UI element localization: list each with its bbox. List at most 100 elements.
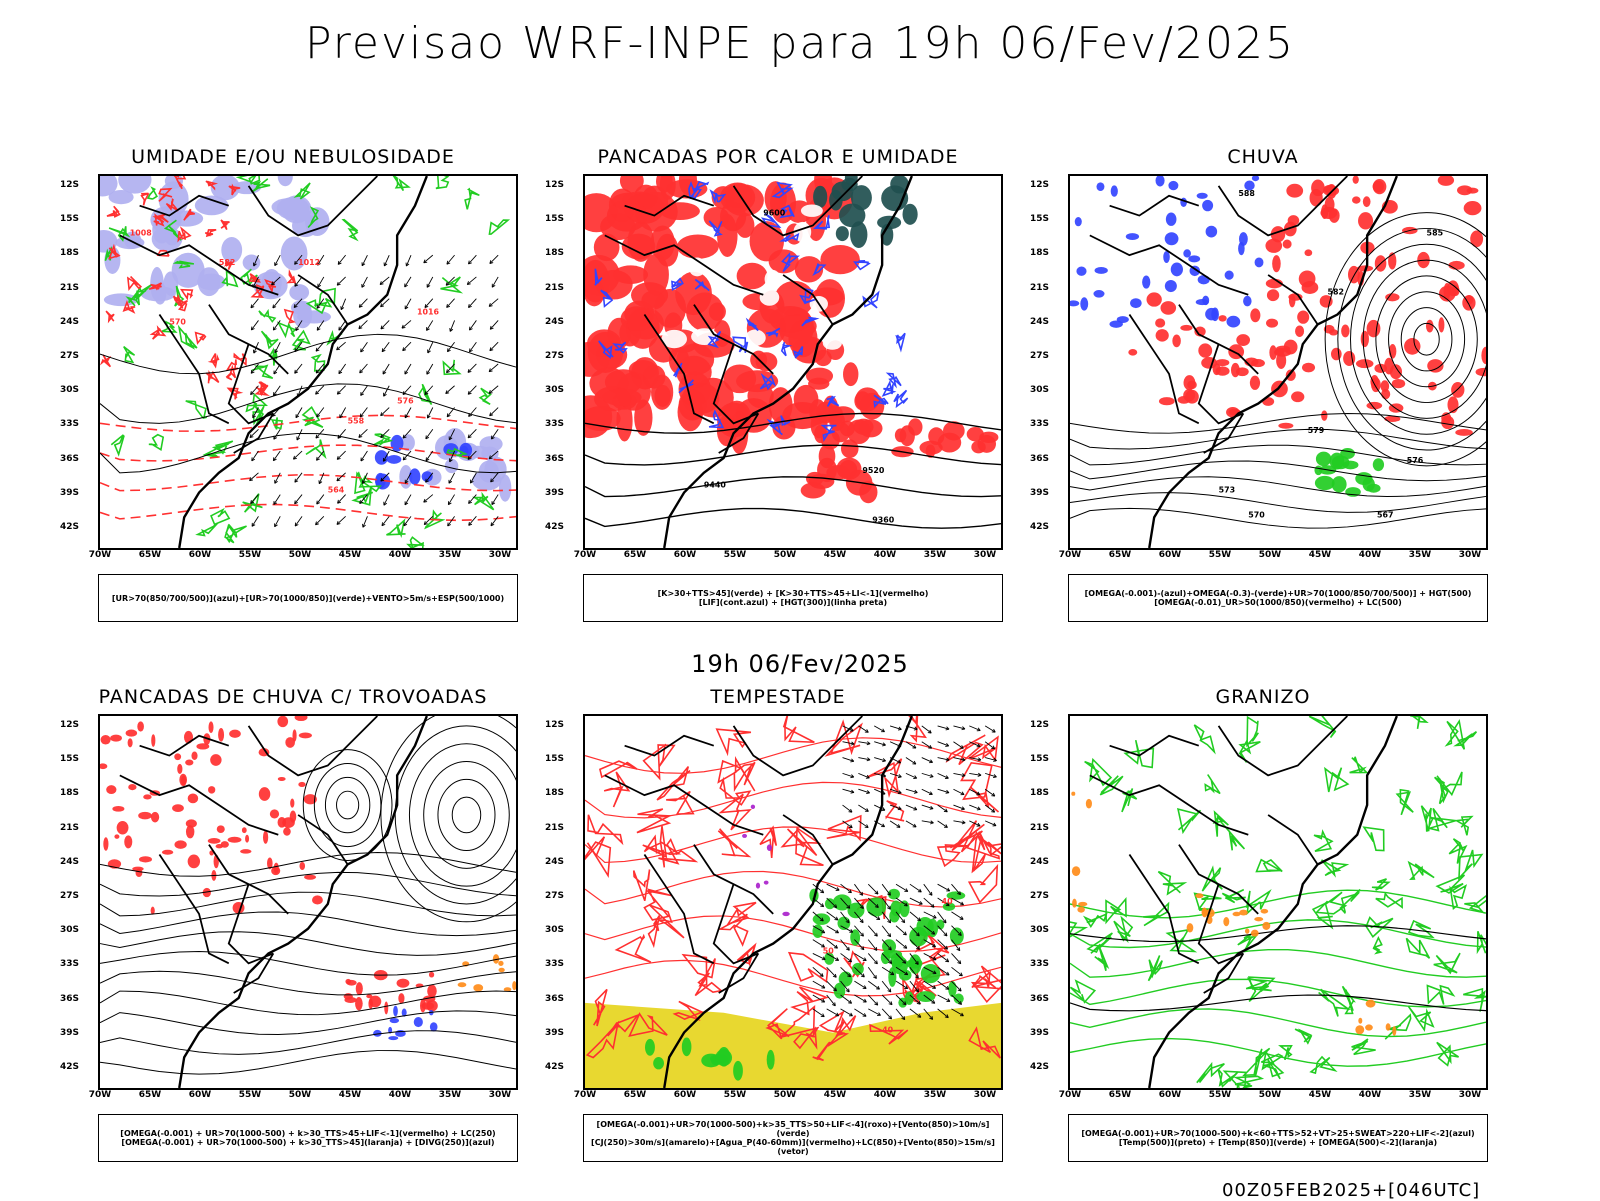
- latitude-tick-label: 42S: [60, 1062, 79, 1072]
- wind-vector: [468, 255, 476, 264]
- thickness-contour: [100, 475, 516, 491]
- thunderstorm-area: [101, 735, 111, 744]
- longitude-tick-label: 65W: [139, 550, 161, 560]
- latitude-tick-label: 36S: [1030, 994, 1049, 1004]
- rain-area: [1310, 189, 1323, 207]
- height-contour: [1070, 493, 1486, 513]
- wind-vector: [297, 429, 302, 440]
- longitude-tick-label: 35W: [1409, 550, 1431, 560]
- lifted-index-contour: [897, 333, 905, 349]
- wind-vector: [337, 277, 345, 285]
- omega-500-area: [1355, 1025, 1364, 1034]
- longitude-tick-label: 65W: [139, 1090, 161, 1100]
- wind-vector: [252, 516, 258, 526]
- temperature-850-contour: [1463, 989, 1486, 1012]
- contour-label: 564: [328, 486, 345, 495]
- instability-area: [795, 256, 823, 282]
- temperature-850-contour: [1070, 920, 1486, 948]
- thunderstorm-area: [299, 732, 312, 738]
- rain-area: [1236, 334, 1250, 346]
- wind-vector-850: [951, 967, 962, 976]
- streamline: [325, 777, 369, 832]
- omega-weak-area: [1202, 200, 1213, 211]
- latitude-tick-label: 24S: [545, 317, 564, 327]
- wind-vector-850: [951, 953, 960, 963]
- thunderstorm-area: [136, 868, 143, 877]
- rain-area: [1160, 301, 1176, 315]
- precipitable-water-contour: [760, 827, 776, 858]
- latitude-tick-label: 18S: [60, 248, 79, 258]
- contour-label: 40: [882, 1026, 894, 1035]
- legend-line: [OMEGA(-0.001)-(azul)+OMEGA(-0.3)-(verde…: [1085, 589, 1472, 598]
- wind-vector: [468, 386, 476, 395]
- thickness-contour: [128, 277, 141, 289]
- wind-vector-850: [868, 967, 876, 978]
- humidity-low-level-contour: [149, 435, 163, 450]
- omega-weak-area: [1130, 298, 1142, 308]
- omega-weak-area: [1156, 176, 1165, 187]
- latitude-tick-label: 15S: [60, 214, 79, 224]
- latitude-tick-label: 15S: [1030, 214, 1049, 224]
- latitude-tick-label: 30S: [545, 385, 564, 395]
- contour-label: 9600: [763, 209, 786, 218]
- longitude-tick-label: 40W: [874, 550, 896, 560]
- thunderstorm-area: [103, 837, 108, 850]
- instability-area: [677, 234, 719, 258]
- temperature-850-contour: [1085, 760, 1111, 785]
- wind-vector: [360, 364, 368, 373]
- low-level-jet-area: [888, 967, 896, 987]
- map-canvas: [1070, 716, 1486, 1088]
- wind-vector-850: [858, 805, 868, 811]
- thunderstorm-area: [162, 850, 173, 855]
- temperature-850-contour: [1314, 832, 1332, 852]
- wind-vector: [383, 364, 389, 374]
- precipitable-water-contour: [644, 890, 671, 920]
- rain-area: [1172, 334, 1181, 347]
- thunderstorm-area: [210, 754, 221, 766]
- temperature-850-contour: [1322, 860, 1347, 875]
- longitude-tick-label: 50W: [774, 550, 796, 560]
- omega-500-area: [1072, 866, 1080, 876]
- humidity-high-area: [409, 468, 420, 484]
- divergence-area: [388, 1036, 398, 1040]
- streamline: [100, 1031, 516, 1055]
- thunderstorm-area: [174, 753, 181, 760]
- omega-500-area: [1223, 917, 1229, 926]
- wind-vector: [468, 429, 476, 438]
- wind-vector: [384, 255, 389, 266]
- longitude-tick-label: 30W: [1459, 550, 1481, 560]
- humidity-low-level-contour: [225, 525, 236, 542]
- wind-vector-850: [841, 940, 850, 951]
- latitude-tick-label: 39S: [545, 488, 564, 498]
- longitude-tick-label: 45W: [1309, 1090, 1331, 1100]
- wind-vector-850: [969, 805, 980, 810]
- temperature-850-contour: [1478, 931, 1486, 953]
- wind-vector: [491, 516, 498, 525]
- thunderstorm-weak-area: [473, 984, 483, 991]
- wind-vector-850: [969, 773, 981, 776]
- legend-line: [K>30+TTS>45](verde) + [K>30+TTS>45+LI<-…: [658, 589, 929, 598]
- low-level-jet-area: [682, 1038, 692, 1057]
- omega-500-area: [1254, 917, 1263, 921]
- wind-vector: [427, 320, 433, 330]
- omega-500-area: [1187, 923, 1194, 932]
- temperature-850-contour: [1435, 777, 1448, 803]
- latitude-tick-label: 15S: [545, 754, 564, 764]
- wind-vector-850: [896, 926, 906, 935]
- rain-area: [1185, 390, 1199, 404]
- rain-area: [1373, 181, 1384, 193]
- wind-vector-850: [938, 995, 950, 1001]
- thunderstorm-area: [259, 787, 271, 801]
- clear-area: [760, 289, 780, 306]
- thunderstorm-weak-area: [512, 981, 516, 990]
- wind-vector: [448, 495, 454, 505]
- instability-area: [919, 441, 942, 455]
- thunderstorm-area: [188, 793, 198, 803]
- country-border: [1110, 736, 1199, 756]
- wind-vector: [382, 342, 389, 352]
